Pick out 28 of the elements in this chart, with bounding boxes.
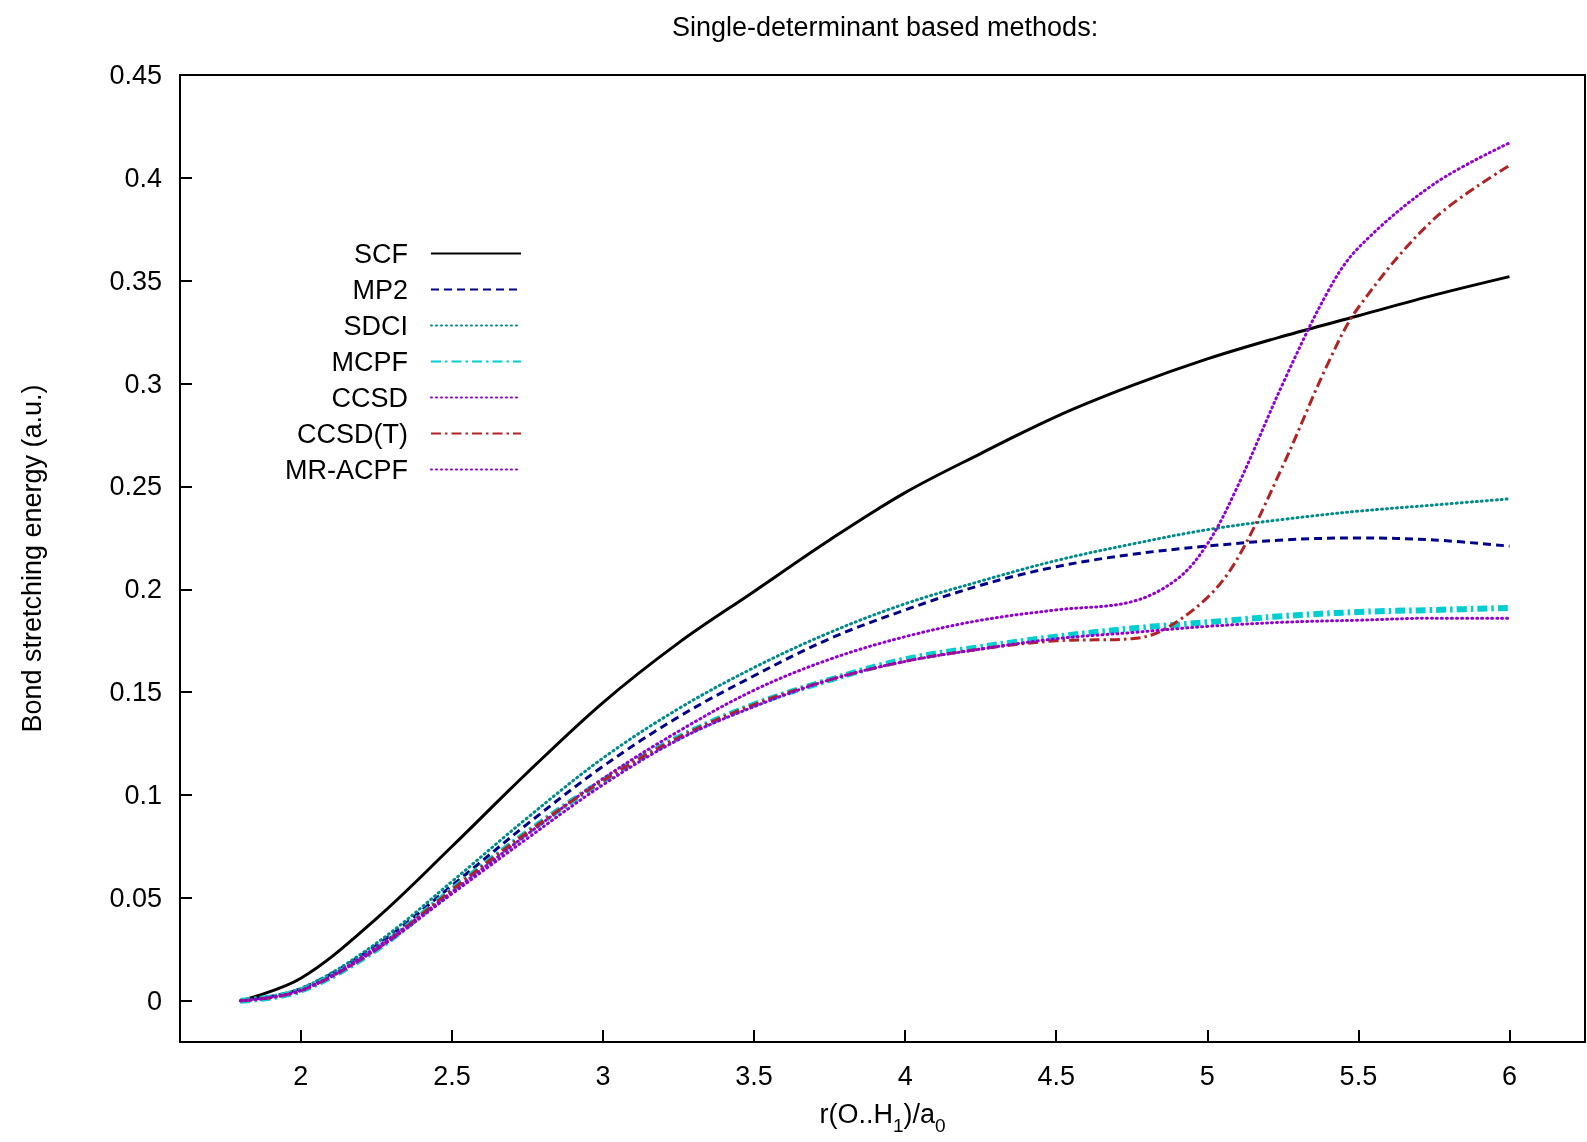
y-tick-label: 0.05 — [109, 882, 162, 913]
legend-label: CCSD — [331, 382, 408, 413]
x-tick-label: 6 — [1501, 1060, 1517, 1091]
x-tick-label: 3 — [595, 1060, 611, 1091]
y-tick-label: 0.2 — [124, 574, 162, 605]
legend-label: CCSD(T) — [297, 418, 408, 449]
y-tick-label: 0.1 — [124, 780, 162, 811]
legend-label: SCF — [353, 238, 408, 269]
y-tick-label: 0.35 — [109, 265, 162, 296]
y-tick-label: 0.4 — [124, 162, 162, 193]
y-tick-label: 0.15 — [109, 677, 162, 708]
legend-label: MCPF — [331, 346, 408, 377]
x-tick-label: 2.5 — [433, 1060, 471, 1091]
y-tick-label: 0.45 — [109, 60, 162, 90]
x-tick-label: 4.5 — [1037, 1060, 1076, 1091]
y-axis-title: Bond stretching energy (a.u.) — [16, 384, 47, 733]
chart-title: Single-determinant based methods: — [671, 11, 1099, 42]
y-tick-label: 0.3 — [124, 368, 162, 399]
y-tick-label: 0.25 — [109, 471, 162, 502]
x-tick-label: 5.5 — [1339, 1060, 1378, 1091]
x-tick-label: 3.5 — [735, 1060, 773, 1091]
x-tick-label: 2 — [293, 1060, 309, 1091]
legend-label: SDCI — [343, 310, 408, 341]
legend-label: MP2 — [352, 274, 408, 305]
x-tick-label: 4 — [897, 1060, 913, 1091]
x-tick-label: 5 — [1199, 1060, 1215, 1091]
y-tick-label: 0 — [146, 985, 162, 1016]
legend-label: MR-ACPF — [284, 454, 408, 485]
